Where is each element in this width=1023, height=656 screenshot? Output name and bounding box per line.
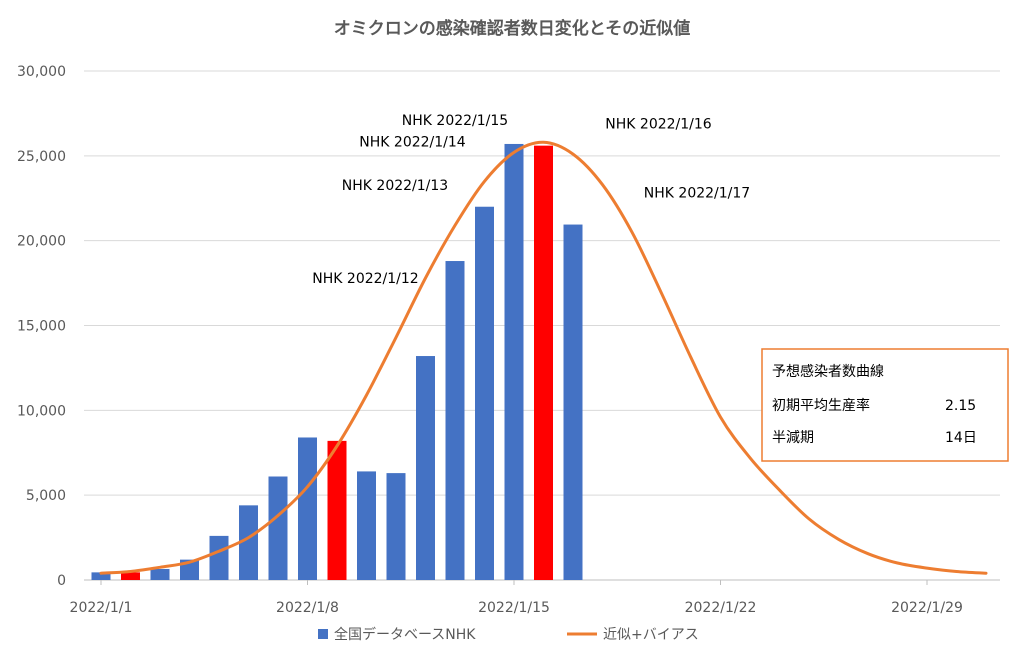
bar [327, 440, 347, 580]
note-row-label-0: 初期平均生産率 [772, 397, 870, 414]
x-tick-label: 2022/1/15 [478, 600, 550, 616]
bar [416, 356, 435, 580]
y-tick-label: 10,000 [17, 403, 66, 419]
y-tick-label: 15,000 [17, 319, 66, 335]
data-annotation: NHK 2022/1/15 [402, 113, 508, 129]
note-title: 予想感染者数曲線 [772, 363, 884, 380]
bar [475, 206, 494, 580]
bar [209, 535, 229, 580]
data-annotation: NHK 2022/1/14 [359, 135, 466, 151]
legend-label-line: 近似+バイアス [603, 627, 699, 643]
bar [298, 437, 317, 580]
bar [357, 471, 376, 580]
approximation-line [99, 140, 988, 575]
chart-title: オミクロンの感染確認者数日変化とその近似値 [334, 18, 691, 39]
legend: 全国データベースNHK 近似+バイアス [318, 626, 699, 643]
legend-swatch-bar [318, 629, 328, 639]
bar [150, 568, 170, 580]
bar [121, 572, 140, 580]
annotations: NHK 2022/1/12 NHK 2022/1/13 NHK 2022/1/14 N… [312, 113, 750, 287]
x-tick-label: 2022/1/22 [685, 600, 757, 616]
note-row-label-1: 半減期 [772, 429, 814, 446]
x-axis-ticks: 2022/1/1 2022/1/8 2022/1/15 2022/1/22 2022/1… [70, 580, 963, 616]
bar [534, 145, 553, 581]
y-tick-label: 25,000 [17, 149, 66, 165]
legend-label-bar: 全国データベースNHK [334, 626, 476, 643]
data-annotation: NHK 2022/1/17 [644, 186, 750, 202]
bar [239, 505, 258, 580]
bar [504, 143, 524, 580]
note-row-value-0: 2.15 [945, 398, 976, 414]
y-tick-label: 5,000 [26, 488, 66, 504]
line-series [99, 140, 988, 575]
y-axis-ticks: 0 5,000 10,000 15,000 20,000 25,000 30,000 [17, 64, 66, 589]
bar [563, 224, 583, 580]
x-tick-label: 2022/1/1 [70, 600, 133, 616]
bar [445, 261, 465, 580]
bar [268, 476, 288, 580]
y-tick-label: 30,000 [17, 64, 66, 80]
y-tick-label: 0 [57, 573, 66, 589]
data-annotation: NHK 2022/1/13 [342, 178, 448, 194]
note-box-border [761, 348, 1009, 462]
bar [386, 473, 406, 580]
bar-series [91, 143, 583, 581]
data-annotation: NHK 2022/1/12 [312, 271, 418, 287]
y-tick-label: 20,000 [17, 234, 66, 250]
note-box: 予想感染者数曲線 初期平均生産率 2.15 半減期 14日 [761, 348, 1009, 462]
bar [91, 572, 111, 580]
data-annotation: NHK 2022/1/16 [605, 117, 712, 133]
x-tick-label: 2022/1/8 [276, 600, 339, 616]
x-tick-label: 2022/1/29 [891, 600, 963, 616]
note-row-value-1: 14日 [945, 430, 977, 446]
